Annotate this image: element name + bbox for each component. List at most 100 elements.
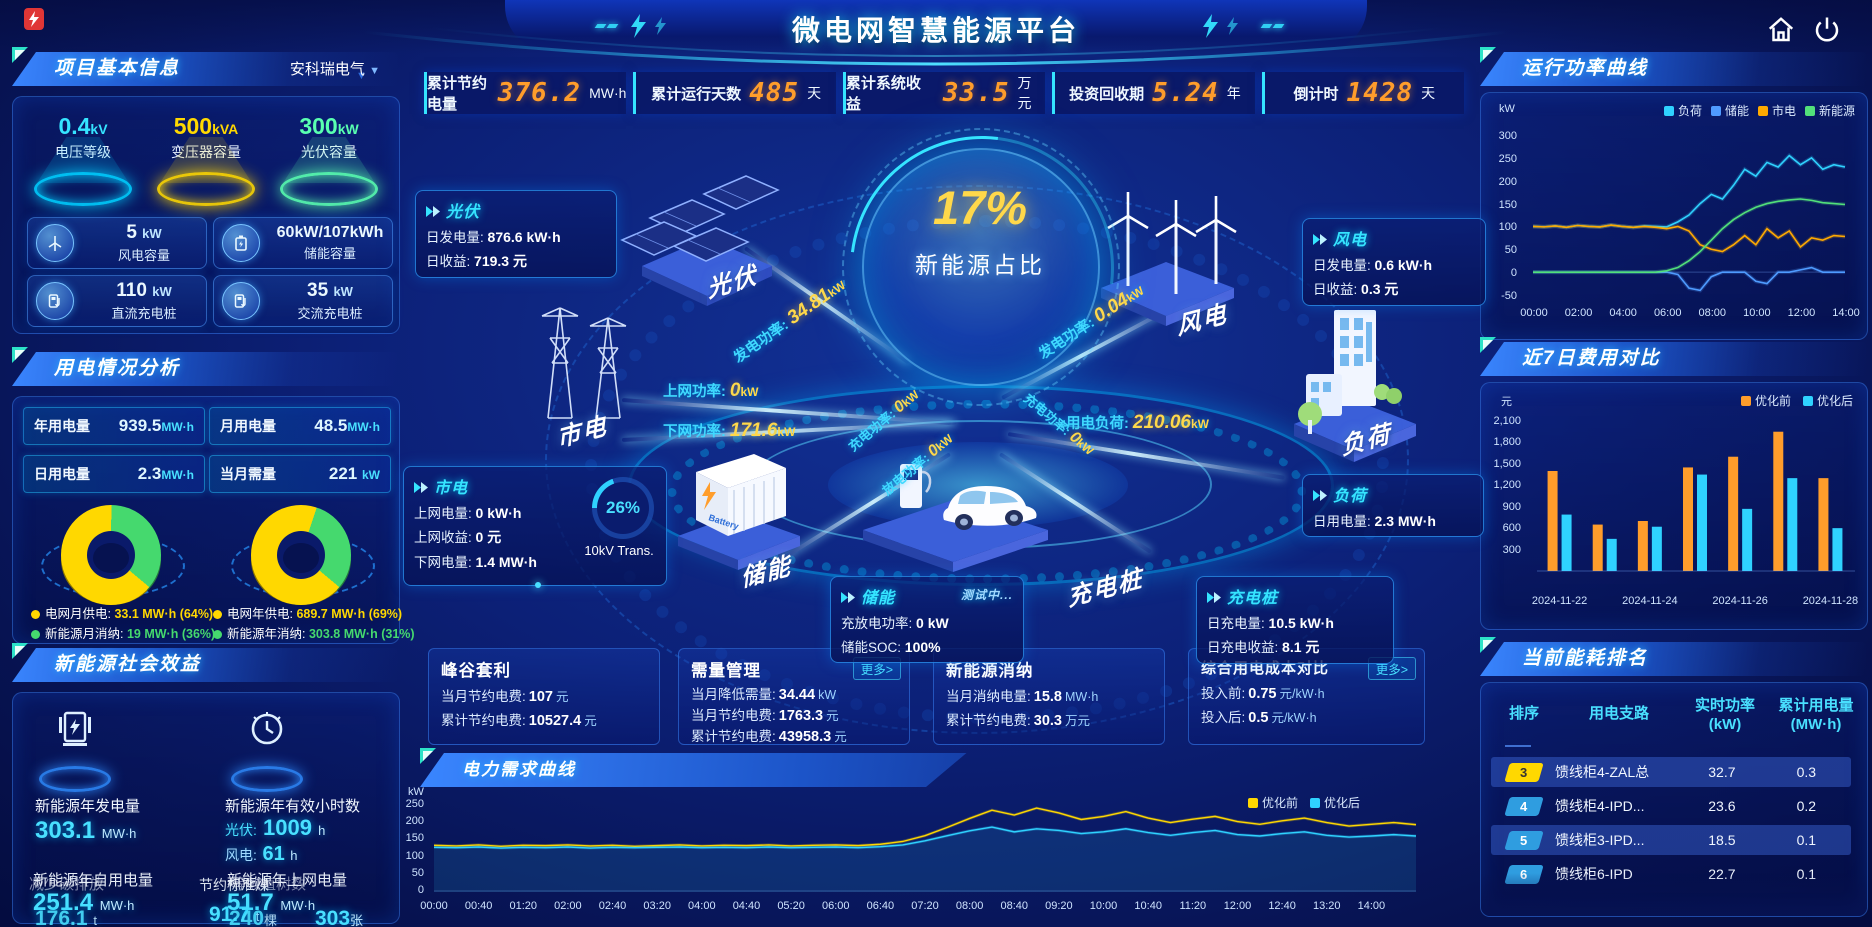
value-wind-hours: 风电: 61 h xyxy=(225,843,298,865)
demand-yticks: 250 200 150 100 50 0 xyxy=(396,798,426,898)
panel-header-demand-curve: 电力需求曲线 xyxy=(420,753,1432,787)
axis-tick: 13:20 xyxy=(1312,900,1341,912)
stat-run-days: 累计运行天数 485 天 xyxy=(633,72,836,114)
axis-tick: 02:00 xyxy=(554,900,582,912)
legend-after[interactable]: 优化后 xyxy=(1310,794,1360,811)
legend-after[interactable]: 优化后 xyxy=(1802,392,1853,409)
chevrons-icon xyxy=(426,204,440,222)
pv-card: 光伏 日发电量: 876.6 kW·h 日收益: 719.3 元 xyxy=(415,190,617,278)
axis-tick: 12:40 xyxy=(1268,900,1296,912)
donut-month xyxy=(61,505,161,605)
flow-load-power: 用电负荷: 210.06kW xyxy=(1066,412,1209,433)
chip-year-usage: 年用电量 939.5MW·h xyxy=(23,407,205,445)
power-towers-icon xyxy=(541,307,627,419)
axis-tick: 08:00 xyxy=(1698,307,1727,319)
transformer-gauge: 26% xyxy=(592,477,654,539)
axis-tick: 0 xyxy=(1510,267,1517,280)
col-power: 实时功率 (kW) xyxy=(1694,697,1755,733)
logo-icon xyxy=(24,8,44,30)
col-branch: 用电支路 xyxy=(1588,705,1649,722)
panel-header-ranking: 当前能耗排名 xyxy=(1480,642,1866,676)
value-to-grid: 51.7 MW·h xyxy=(227,889,316,916)
table-row[interactable]: 3 馈线柜4-ZAL总 32.7 0.3 xyxy=(1491,757,1851,787)
lightning-decor-right-icon xyxy=(1203,14,1238,38)
legend-grid-month: 电网月供电: 33.1 MW·h (64%) xyxy=(31,603,213,622)
page-title: 微电网智慧能源平台 xyxy=(791,15,1080,46)
axis-tick: 02:40 xyxy=(598,900,627,912)
battery-container-icon: Battery xyxy=(678,454,800,570)
legend-grid[interactable]: 市电 xyxy=(1757,102,1796,119)
axis-tick: 07:20 xyxy=(911,900,939,912)
label-year-generation: 新能源年发电量 xyxy=(35,798,141,815)
table-row[interactable]: 5 馈线柜3-IPD... 18.5 0.1 xyxy=(1491,825,1851,855)
axis-tick: 04:00 xyxy=(688,900,716,912)
ac-charger-icon xyxy=(222,282,260,320)
home-icon[interactable] xyxy=(1766,15,1796,45)
legend-storage[interactable]: 储能 xyxy=(1710,102,1749,119)
axis-tick: 900 xyxy=(1502,500,1521,513)
chip-month-usage: 月用电量 48.5MW·h xyxy=(209,407,391,445)
axis-tick: 2024-11-28 xyxy=(1802,595,1859,607)
demand-ylabel: kW xyxy=(408,786,424,798)
axis-tick: 08:40 xyxy=(1000,900,1029,912)
company-dropdown[interactable]: 安科瑞电气 ▼ xyxy=(289,61,380,78)
label-trees: 等效植树数 xyxy=(231,876,307,893)
chevrons-icon xyxy=(1313,488,1327,506)
power-curve-yticks: 300 250 200 150 100 50 0 -50 xyxy=(1485,123,1521,303)
axis-tick: 150 xyxy=(405,832,424,845)
value-carbon: 176.1 t xyxy=(35,907,98,927)
power-curve-legend: 负荷 储能 市电 新能源 xyxy=(1663,102,1855,119)
title-swoosh xyxy=(363,27,1509,66)
legend-before[interactable]: 优化前 xyxy=(1740,392,1791,409)
legend-before[interactable]: 优化前 xyxy=(1248,794,1298,811)
value-pv-hours: 光伏: 1009 h xyxy=(225,815,326,840)
axis-tick: 06:40 xyxy=(866,900,895,912)
chip-day-usage: 日用电量 2.3MW·h xyxy=(23,455,205,493)
renewable-percent: 17% xyxy=(932,181,1028,234)
axis-tick: 1,500 xyxy=(1493,457,1521,470)
cost-compare-panel: 元 优化前 优化后 2,100 1,800 1,500 1,200 900 600 300 … xyxy=(1480,382,1868,630)
kpi-renewable-consumption: 新能源消纳 当月消纳电量: 15.8 MW·h 累计节约电费: 30.3 万元 xyxy=(933,648,1165,745)
kpi-demand-management: 需量管理 更多> 当月降低需量: 34.44 kW 当月节约电费: 1763.3 元 累… xyxy=(678,648,910,745)
renewable-percent-label: 新能源占比 xyxy=(915,252,1045,278)
label-carbon: 减少碳排放 xyxy=(29,876,105,893)
kpi-peak-valley: 峰谷套利 当月节约电费: 107 元 累计节约电费: 10527.4 元 xyxy=(428,648,660,745)
axis-tick: 14:00 xyxy=(1357,900,1386,912)
axis-tick: 200 xyxy=(1498,175,1517,188)
divider xyxy=(1505,745,1531,747)
label-coal: 节约标准煤 xyxy=(199,877,269,893)
building-icon xyxy=(1294,310,1416,462)
rank-badge: 5 xyxy=(1504,830,1544,850)
power-icon[interactable] xyxy=(1812,15,1842,45)
status-badge: 测试中... xyxy=(960,588,1013,602)
rank-badge: 4 xyxy=(1504,796,1544,816)
card-storage-capacity: 60kW/107kWh 储能容量 xyxy=(213,217,393,269)
stat-countdown: 倒计时 1428 天 xyxy=(1261,72,1465,114)
axis-tick: 150 xyxy=(1498,198,1517,211)
axis-tick: 02:00 xyxy=(1564,307,1593,319)
axis-tick: 04:40 xyxy=(732,900,761,912)
card-dc-charger: 110 kW 直流充电桩 xyxy=(27,275,207,327)
title-band: 微电网智慧能源平台 xyxy=(505,0,1367,52)
axis-tick: 14:00 xyxy=(1832,307,1860,319)
wind-card: 风电 日发电量: 0.6 kW·h 日收益: 0.3 元 xyxy=(1302,218,1486,306)
legend-grid-year: 电网年供电: 689.7 MW·h (69%) xyxy=(213,603,402,622)
legend-renewable[interactable]: 新能源 xyxy=(1804,102,1855,119)
ranking-panel: 排序 用电支路 实时功率 (kW) 累计用电量 (MW·h) 3 馈线柜4-ZAL总… xyxy=(1480,682,1868,917)
legend-load[interactable]: 负荷 xyxy=(1663,102,1702,119)
power-curve-ylabel: kW xyxy=(1499,103,1515,115)
cost-legend: 优化前 优化后 xyxy=(1740,392,1853,409)
stat-payback: 投资回收期 5.24 年 xyxy=(1052,72,1255,114)
table-fade xyxy=(1481,873,1867,916)
kpi-cost-compare: 综合用电成本对比 更多> 投入前: 0.75 元/kW·h 投入后: 0.5 元/kW·… xyxy=(1188,648,1425,745)
corner-icon xyxy=(420,748,442,770)
table-row[interactable]: 4 馈线柜4-IPD... 23.6 0.2 xyxy=(1491,791,1851,821)
axis-tick: 2024-11-26 xyxy=(1712,595,1768,607)
axis-tick: 05:20 xyxy=(777,900,805,912)
value-coal: 91.7 t xyxy=(209,903,260,926)
center-orb xyxy=(862,148,1100,386)
load-card: 负荷 日用电量: 2.3 MW·h xyxy=(1302,474,1484,537)
axis-tick: 08:00 xyxy=(955,900,984,912)
cost-yticks: 2,100 1,800 1,500 1,200 900 600 300 xyxy=(1483,413,1525,591)
